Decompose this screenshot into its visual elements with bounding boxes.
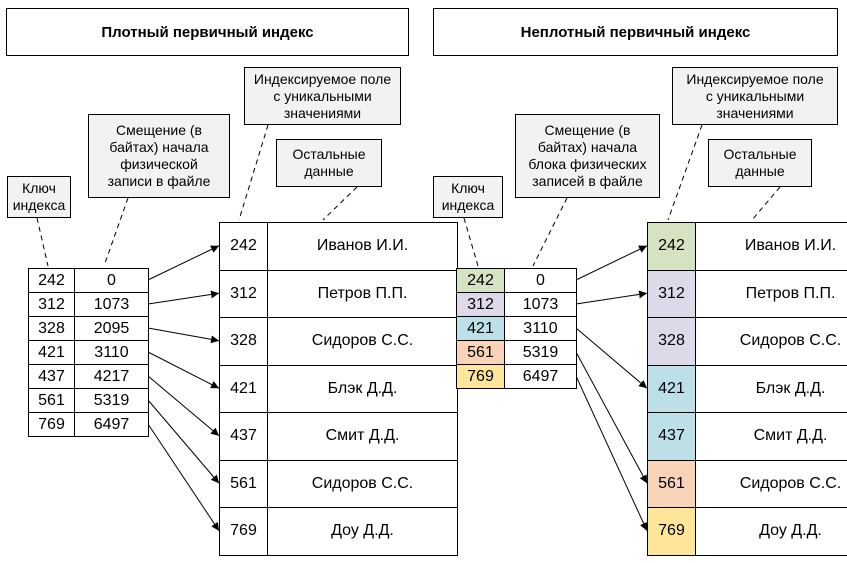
index-offset-cell: 6497: [74, 412, 149, 437]
index-offset-cell: 4217: [74, 364, 149, 389]
pointer-arrow: [575, 351, 648, 484]
key-callout: Ключ индекса: [7, 176, 71, 218]
data-name-cell: Сидоров С.С.: [267, 317, 458, 366]
index-key-cell: 561: [456, 340, 505, 365]
index-key-cell: 421: [456, 316, 505, 341]
data-key-cell: 769: [219, 507, 268, 556]
pointer-arrow: [575, 375, 648, 531]
index-offset-cell: 3110: [74, 340, 149, 365]
index-offset-cell: 0: [74, 268, 149, 293]
index-key-cell: 421: [28, 340, 75, 365]
dense-index-title: Плотный первичный индекс: [6, 8, 409, 56]
data-name-cell: Доу Д.Д.: [267, 507, 458, 556]
index-key-cell: 561: [28, 388, 75, 413]
data-key-cell: 561: [647, 459, 696, 508]
pointer-arrow: [575, 245, 648, 281]
callout-leader: [751, 186, 781, 221]
index-key-cell: 437: [28, 364, 75, 389]
index-key-cell: 242: [456, 268, 505, 293]
pointer-arrow: [147, 245, 220, 281]
data-key-cell: 328: [219, 317, 268, 366]
callout-leader: [667, 124, 703, 221]
callout-leader: [322, 186, 358, 221]
data-name-cell: Доу Д.Д.: [695, 507, 847, 556]
data-name-cell: Блэк Д.Д.: [267, 364, 458, 413]
index-offset-cell: 3110: [504, 316, 577, 341]
data-key-cell: 561: [219, 459, 268, 508]
callout-leader: [238, 124, 269, 221]
pointer-arrow: [147, 423, 220, 532]
field-callout: Индексируемое поле с уникальными значени…: [244, 67, 401, 125]
callout-leader: [532, 197, 568, 267]
index-key-cell: 242: [28, 268, 75, 293]
callout-leader: [103, 197, 129, 267]
data-name-cell: Смит Д.Д.: [267, 412, 458, 461]
index-key-cell: 328: [28, 316, 75, 341]
index-key-cell: 769: [28, 412, 75, 437]
callout-leader: [463, 217, 479, 267]
pointer-arrow: [147, 327, 220, 344]
data-name-cell: Иванов И.И.: [695, 222, 847, 271]
index-offset-cell: 1073: [504, 292, 577, 317]
index-key-cell: 769: [456, 364, 505, 389]
index-offset-cell: 5319: [504, 340, 577, 365]
index-offset-cell: 2095: [74, 316, 149, 341]
data-name-cell: Блэк Д.Д.: [695, 364, 847, 413]
offset-callout: Смещение (в байтах) начала блока физичес…: [515, 114, 660, 198]
data-name-cell: Иванов И.И.: [267, 222, 458, 271]
key-callout: Ключ индекса: [433, 176, 503, 218]
data-key-cell: 242: [647, 222, 696, 271]
data-name-cell: Петров П.П.: [695, 269, 847, 318]
pointer-arrow: [575, 290, 648, 305]
data-key-cell: 328: [647, 317, 696, 366]
data-key-cell: 421: [219, 364, 268, 413]
index-offset-cell: 6497: [504, 364, 577, 389]
index-key-cell: 312: [28, 292, 75, 317]
data-name-cell: Смит Д.Д.: [695, 412, 847, 461]
rest-callout: Остальные данные: [276, 139, 382, 187]
pointer-arrow: [147, 351, 220, 389]
pointer-arrow: [147, 375, 220, 437]
offset-callout: Смещение (в байтах) начала физической за…: [88, 114, 230, 198]
data-key-cell: 242: [219, 222, 268, 271]
pointer-arrow: [575, 327, 648, 389]
data-key-cell: 421: [647, 364, 696, 413]
callout-leader: [36, 217, 49, 267]
data-name-cell: Сидоров С.С.: [695, 459, 847, 508]
index-key-cell: 312: [456, 292, 505, 317]
sparse-index-title: Неплотный первичный индекс: [433, 8, 838, 56]
data-key-cell: 437: [647, 412, 696, 461]
data-key-cell: 312: [647, 269, 696, 318]
index-offset-cell: 5319: [74, 388, 149, 413]
data-name-cell: Петров П.П.: [267, 269, 458, 318]
pointer-arrow: [147, 290, 220, 305]
field-callout: Индексируемое поле с уникальными значени…: [672, 67, 838, 125]
data-key-cell: 312: [219, 269, 268, 318]
data-name-cell: Сидоров С.С.: [267, 459, 458, 508]
data-key-cell: 769: [647, 507, 696, 556]
pointer-arrow: [147, 399, 220, 484]
index-offset-cell: 1073: [74, 292, 149, 317]
index-offset-cell: 0: [504, 268, 577, 293]
rest-callout: Остальные данные: [708, 139, 812, 187]
data-name-cell: Сидоров С.С.: [695, 317, 847, 366]
data-key-cell: 437: [219, 412, 268, 461]
